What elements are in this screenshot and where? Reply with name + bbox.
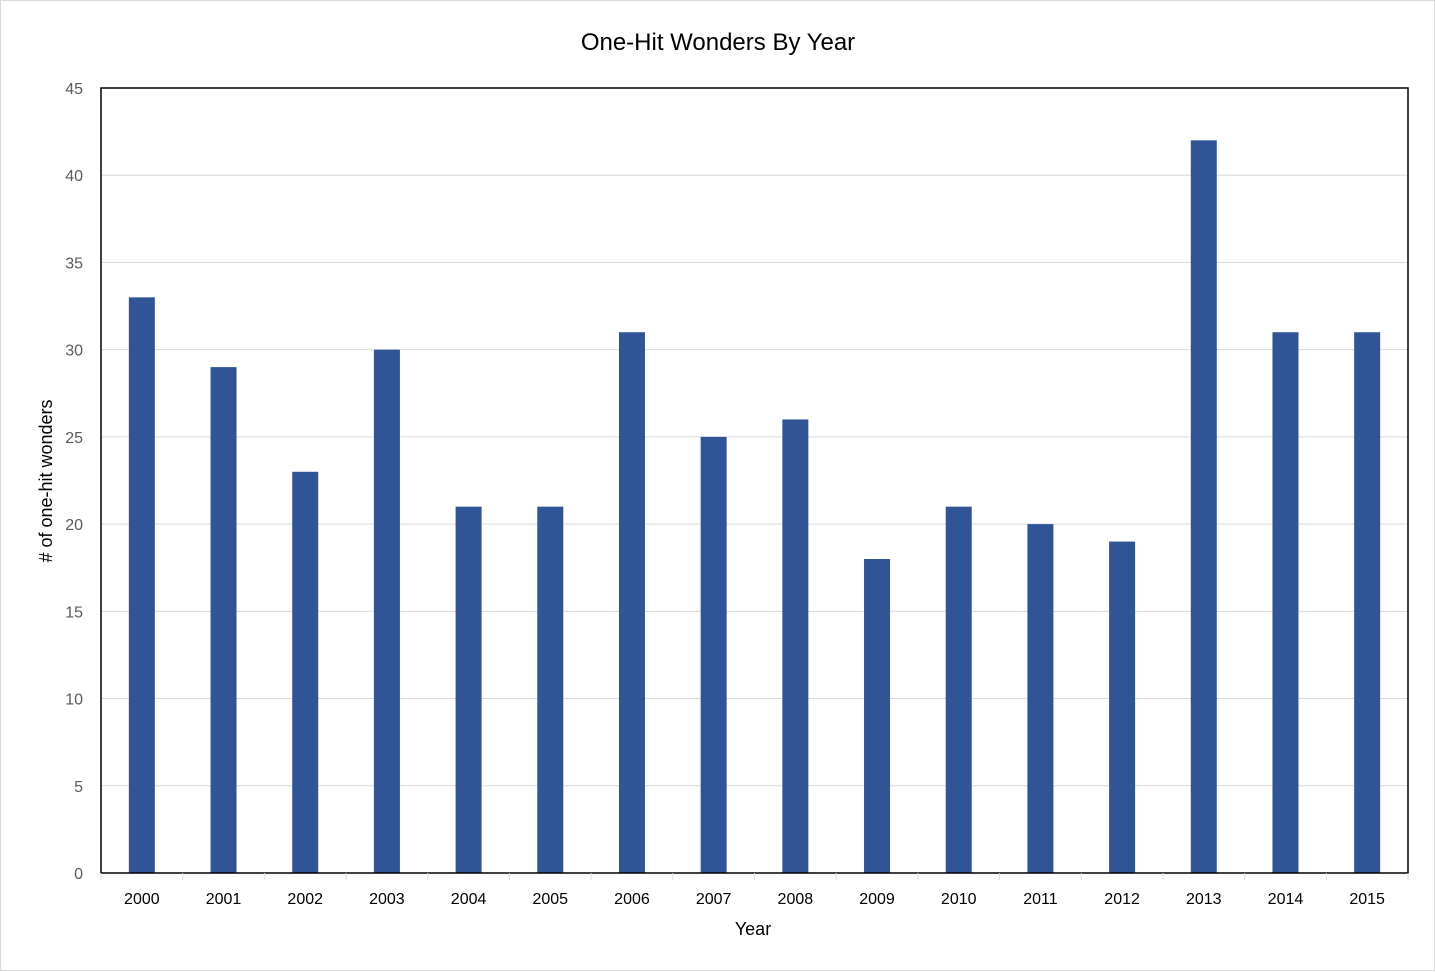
x-tick-label: 2002 (287, 891, 323, 908)
y-tick-label: 35 (65, 255, 83, 272)
x-tick-label: 2008 (778, 891, 814, 908)
x-tick-label: 2010 (941, 891, 977, 908)
bar-2001 (210, 367, 237, 873)
bar-2002 (292, 471, 319, 873)
x-tick-label: 2000 (124, 891, 160, 908)
x-tick-label: 2014 (1268, 891, 1304, 908)
x-tick-label: 2005 (532, 891, 568, 908)
bar-2006 (618, 332, 645, 873)
y-tick-label: 20 (65, 517, 83, 534)
bar-2012 (1109, 541, 1136, 873)
bar-2008 (782, 419, 809, 873)
x-tick-label: 2006 (614, 891, 650, 908)
y-tick-label: 25 (65, 430, 83, 447)
bar-2000 (128, 297, 155, 873)
y-tick-label: 30 (65, 343, 83, 360)
x-tick-label: 2007 (696, 891, 732, 908)
y-tick-label: 40 (65, 168, 83, 185)
bar-2011 (1027, 524, 1054, 873)
x-axis-title: Year (735, 919, 771, 939)
bar-2015 (1354, 332, 1381, 873)
bar-2009 (864, 559, 891, 873)
y-tick-label: 0 (74, 866, 83, 883)
bar-2014 (1272, 332, 1299, 873)
y-tick-label: 10 (65, 692, 83, 709)
bar-2013 (1190, 140, 1217, 874)
bars (128, 140, 1381, 874)
x-tick-label: 2015 (1349, 891, 1385, 908)
x-tick-label: 2012 (1104, 891, 1140, 908)
x-tick-label: 2004 (451, 891, 487, 908)
bar-2007 (700, 436, 727, 873)
bar-2010 (945, 506, 972, 873)
x-tick-label: 2009 (859, 891, 895, 908)
y-tick-labels: 0 5 10 15 20 25 30 35 40 45 (65, 81, 83, 883)
y-tick-label: 45 (65, 81, 83, 98)
y-axis-title: # of one-hit wonders (36, 399, 56, 562)
chart-title: One-Hit Wonders By Year (581, 29, 855, 56)
x-tick-label: 2003 (369, 891, 405, 908)
bar-2005 (537, 506, 564, 873)
y-tick-label: 5 (74, 779, 83, 796)
bar-2003 (373, 349, 400, 874)
axes (100, 87, 1409, 880)
x-tick-label: 2001 (206, 891, 242, 908)
x-tick-labels: 2000 2001 2002 2003 2004 2005 2006 2007 2008 2009… (124, 891, 1385, 908)
x-tick-label: 2011 (1023, 891, 1058, 908)
x-tick-label: 2013 (1186, 891, 1222, 908)
bar-2004 (455, 506, 482, 873)
y-tick-label: 15 (65, 604, 83, 621)
